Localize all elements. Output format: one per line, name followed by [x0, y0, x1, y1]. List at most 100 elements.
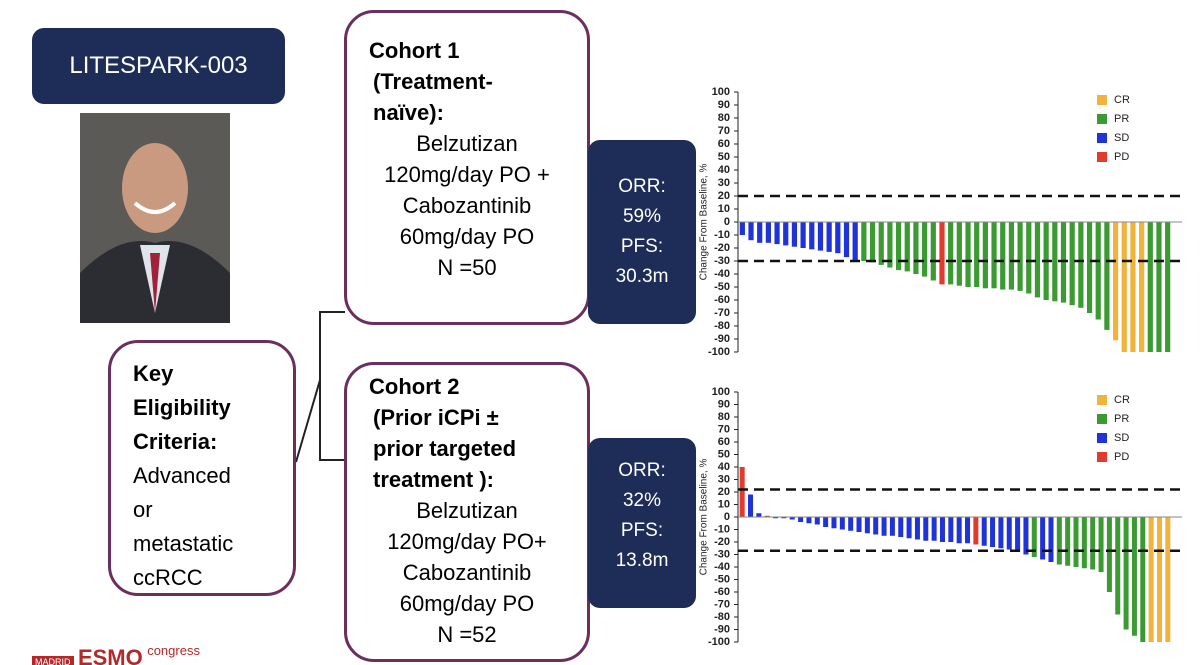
cohort-heading: (Prior iCPi ± [373, 405, 499, 430]
bar [856, 517, 862, 532]
legend-swatch [1097, 452, 1107, 462]
bar [923, 517, 929, 541]
bar [981, 517, 987, 546]
bar [1165, 222, 1171, 352]
y-tick-label: 0 [724, 511, 730, 523]
bar [756, 513, 762, 517]
bar [1081, 517, 1087, 569]
bar [895, 222, 902, 271]
eligibility-text: ccRCC [133, 565, 203, 590]
bar [843, 222, 850, 258]
y-tick-label: 60 [718, 436, 730, 448]
bar [991, 222, 997, 289]
y-tick-label: 50 [718, 448, 730, 460]
cohort-heading: prior targeted [373, 436, 517, 461]
cohort-text: Cabozantinib [402, 193, 532, 218]
cohort-text: Cabozantinib [402, 560, 532, 585]
y-tick-label: -20 [714, 242, 730, 254]
cohort-text: Belzutizan [416, 498, 518, 523]
y-tick-label: 10 [718, 203, 730, 215]
bar [948, 222, 954, 285]
bar [1104, 222, 1110, 330]
result-box: ORR: 59% PFS: 30.3m [588, 140, 696, 324]
bar [939, 222, 945, 285]
bar [1065, 517, 1071, 566]
cohort-text: Belzutizan [416, 131, 518, 156]
bar [974, 222, 980, 287]
bar [852, 222, 858, 261]
y-tick-label: 10 [718, 498, 730, 510]
bar [1131, 517, 1137, 636]
y-tick-label: 40 [718, 461, 730, 473]
bar [1000, 222, 1006, 290]
result-text: 13.8m [615, 550, 669, 571]
y-tick-label: -30 [714, 548, 730, 560]
y-axis-label: Change From Baseline, % [699, 459, 710, 576]
cohort-text: N =50 [437, 255, 497, 280]
chart: Change From Baseline, %-100-90-80-70-60-… [699, 86, 1182, 358]
cohort-text: N =52 [437, 622, 497, 647]
y-tick-label: 100 [712, 386, 730, 398]
legend-swatch [1097, 414, 1107, 424]
bar [1106, 517, 1112, 592]
bar [982, 222, 988, 289]
y-tick-label: -90 [714, 333, 730, 345]
legend-label: SD [1114, 132, 1129, 144]
bar [1090, 517, 1096, 570]
bar [1056, 517, 1062, 565]
y-tick-label: 20 [718, 190, 730, 202]
bar [906, 517, 912, 539]
bar [1098, 517, 1104, 572]
eligibility-box: Key Eligibility Criteria: Advanced or metasta… [108, 340, 296, 596]
y-tick-label: -70 [714, 307, 730, 319]
y-tick-label: 80 [718, 411, 730, 423]
y-tick-label: 30 [718, 473, 730, 485]
bar [764, 515, 770, 517]
cohort-box: Cohort 1 (Treatment-naïve): Belzutizan 120m… [344, 10, 590, 325]
bar [931, 517, 937, 541]
y-tick-label: -60 [714, 586, 730, 598]
y-tick-label: 60 [718, 138, 730, 150]
bar [1156, 517, 1162, 642]
bar [1165, 517, 1171, 642]
bar [809, 222, 815, 250]
bar [823, 517, 829, 527]
bar [1115, 517, 1121, 615]
bar [956, 517, 962, 544]
result-text: 30.3m [615, 266, 669, 287]
bar [1034, 222, 1041, 298]
footer: MADRID ESMO congress [32, 643, 232, 665]
bar [887, 222, 893, 268]
bar [861, 222, 867, 261]
bar [1095, 222, 1101, 320]
bar [1073, 517, 1079, 567]
footer-city: MADRID [32, 656, 74, 665]
eligibility-heading: Key [133, 361, 174, 386]
bar [1015, 517, 1021, 552]
bar [765, 222, 771, 243]
result-text: ORR: [618, 460, 666, 481]
cohort-text: 60mg/day PO [399, 224, 535, 249]
bar [1040, 517, 1046, 560]
result-text: 32% [622, 490, 662, 511]
result-text: PFS: [620, 520, 664, 541]
bar [1147, 222, 1153, 352]
y-tick-label: -30 [714, 255, 730, 267]
bar [757, 222, 763, 243]
bar [930, 222, 936, 281]
bar [835, 222, 841, 254]
bar [748, 494, 754, 517]
bar [1139, 222, 1145, 352]
bar [739, 222, 745, 235]
bar [773, 517, 779, 519]
legend-label: PR [1114, 113, 1129, 125]
legend-label: PD [1114, 451, 1129, 463]
bar [1130, 222, 1136, 352]
bar [878, 222, 884, 265]
bar [1023, 517, 1029, 555]
bar [948, 517, 954, 542]
bar [739, 467, 745, 517]
bar [898, 517, 904, 537]
